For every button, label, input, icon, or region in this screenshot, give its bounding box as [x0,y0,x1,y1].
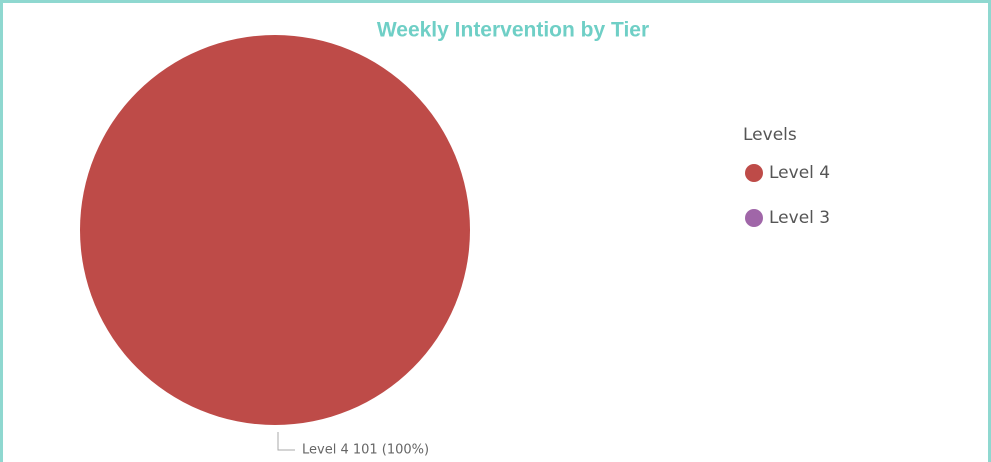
legend-label: Level 3 [769,208,830,228]
data-label: Level 4 101 (100%) [302,443,429,458]
legend-swatch [745,209,763,227]
pie-slice [80,35,470,425]
legend-label: Level 4 [769,163,830,183]
chart-title: Weekly Intervention by Tier [377,19,649,42]
legend-swatch [745,164,763,182]
legend-title: Levels [743,125,797,145]
leader-line [277,432,295,451]
